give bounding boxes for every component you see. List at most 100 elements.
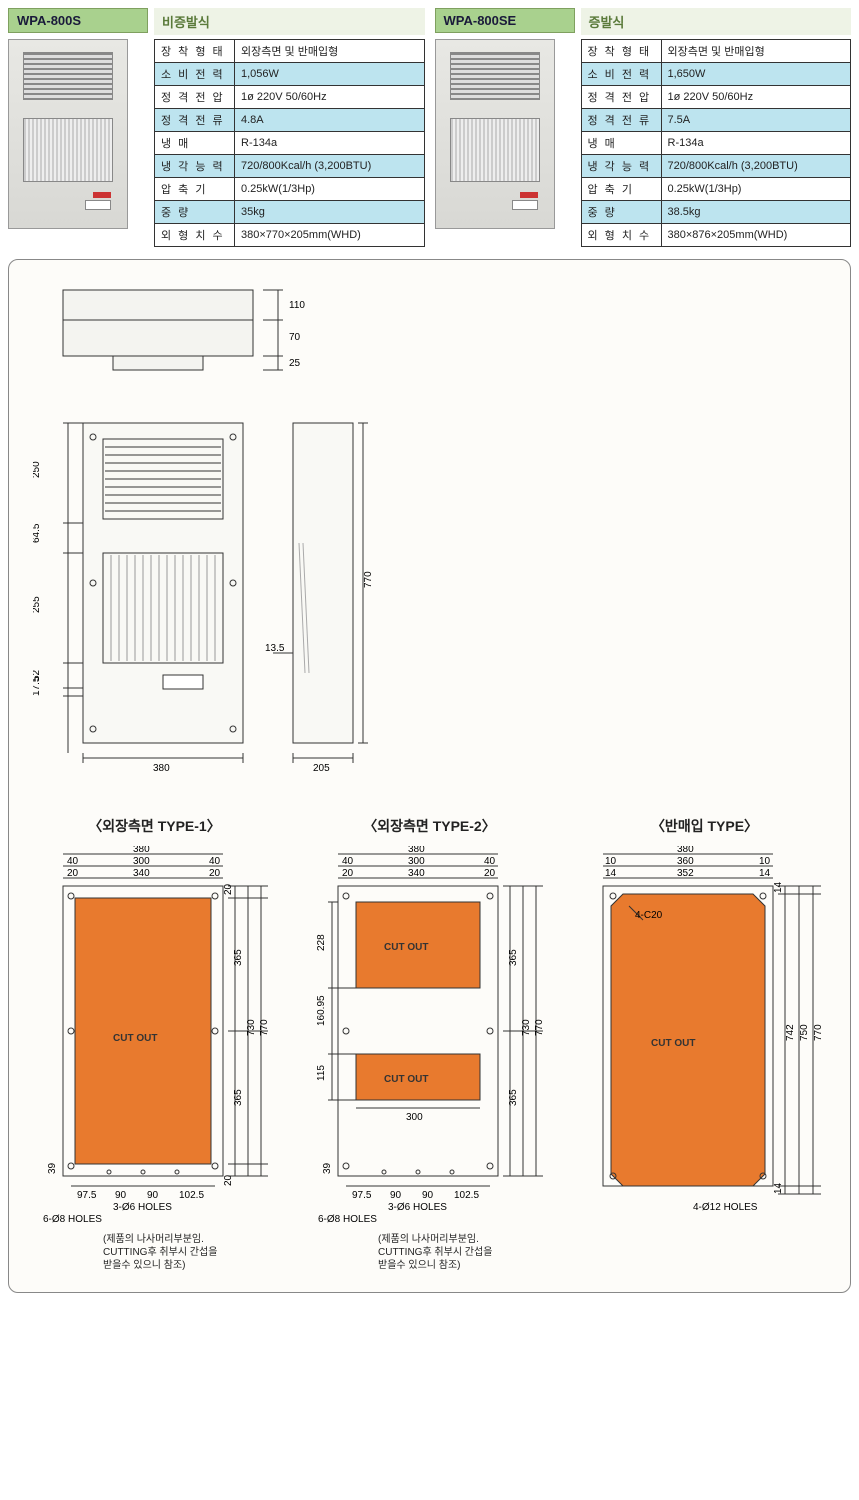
spec-value: 외장측면 및 반매입형 (235, 40, 425, 63)
svg-text:365: 365 (508, 949, 519, 966)
svg-text:365: 365 (233, 1089, 244, 1106)
svg-text:300: 300 (133, 856, 150, 867)
svg-text:90: 90 (422, 1190, 434, 1201)
spec-label: 장 착 형 태 (155, 40, 235, 63)
svg-text:4-Ø12 HOLES: 4-Ø12 HOLES (693, 1202, 758, 1213)
spec-block: WPA-800SE증발식장 착 형 태외장측면 및 반매입형소 비 전 력1,6… (435, 8, 852, 247)
spec-block: WPA-800S비증발식장 착 형 태외장측면 및 반매입형소 비 전 력1,0… (8, 8, 425, 247)
svg-text:352: 352 (677, 868, 694, 879)
svg-text:380: 380 (133, 846, 150, 855)
cutout-title: 〈반매입 TYPE〉 (573, 816, 836, 836)
svg-text:20: 20 (342, 868, 354, 879)
dim-25: 25 (289, 358, 301, 369)
svg-text:3-Ø6 HOLES: 3-Ø6 HOLES (388, 1202, 447, 1213)
svg-text:380: 380 (408, 846, 425, 855)
spec-table: 장 착 형 태외장측면 및 반매입형소 비 전 력1,650W정 격 전 압1ø… (581, 39, 852, 247)
svg-text:CUT OUT: CUT OUT (384, 1074, 428, 1085)
svg-text:340: 340 (133, 868, 150, 879)
spec-value: 4.8A (235, 109, 425, 132)
cutouts-row: 〈외장측면 TYPE-1〉 380 40 300 40 20 340 20 CU… (23, 816, 836, 1272)
svg-text:160.95: 160.95 (316, 995, 327, 1026)
top-view-diagram: 110 70 25 (53, 280, 836, 383)
svg-text:CUT OUT: CUT OUT (384, 942, 428, 953)
svg-text:40: 40 (484, 856, 496, 867)
spec-label: 중 량 (155, 201, 235, 224)
spec-label: 외 형 치 수 (155, 224, 235, 247)
svg-text:20: 20 (484, 868, 496, 879)
spec-label: 정 격 전 류 (155, 109, 235, 132)
svg-text:770: 770 (259, 1019, 270, 1036)
table-row: 외 형 치 수380×876×205mm(WHD) (581, 224, 851, 247)
spec-label: 소 비 전 력 (155, 63, 235, 86)
spec-table: 장 착 형 태외장측면 및 반매입형소 비 전 력1,056W정 격 전 압1ø… (154, 39, 425, 247)
cutout-note: (제품의 나사머리부분임. CUTTING후 취부시 간섭을 받을수 있으니 참… (378, 1233, 561, 1272)
svg-text:90: 90 (390, 1190, 402, 1201)
spec-label: 정 격 전 압 (155, 86, 235, 109)
table-row: 중 량35kg (155, 201, 425, 224)
spec-value: R-134a (661, 132, 851, 155)
svg-text:CUT OUT: CUT OUT (651, 1038, 695, 1049)
svg-text:13.5: 13.5 (265, 643, 285, 654)
table-row: 소 비 전 력1,056W (155, 63, 425, 86)
svg-text:14: 14 (605, 868, 617, 879)
svg-text:64.5: 64.5 (33, 523, 42, 543)
svg-text:365: 365 (508, 1089, 519, 1106)
spec-value: 1,056W (235, 63, 425, 86)
spec-label: 냉 매 (581, 132, 661, 155)
svg-text:380: 380 (153, 763, 170, 773)
svg-text:730: 730 (521, 1019, 532, 1036)
svg-text:20: 20 (67, 868, 79, 879)
svg-text:97.5: 97.5 (77, 1190, 97, 1201)
svg-text:40: 40 (209, 856, 221, 867)
table-row: 압 축 기0.25kW(1/3Hp) (581, 178, 851, 201)
table-row: 장 착 형 태외장측면 및 반매입형 (581, 40, 851, 63)
spec-value: 외장측면 및 반매입형 (661, 40, 851, 63)
table-row: 외 형 치 수380×770×205mm(WHD) (155, 224, 425, 247)
spec-label: 냉 각 능 력 (155, 155, 235, 178)
svg-text:40: 40 (67, 856, 79, 867)
spec-value: R-134a (235, 132, 425, 155)
svg-text:102.5: 102.5 (179, 1190, 204, 1201)
svg-text:228: 228 (316, 934, 327, 951)
svg-text:770: 770 (363, 571, 374, 588)
svg-text:CUT OUT: CUT OUT (113, 1033, 157, 1044)
table-row: 냉 매R-134a (155, 132, 425, 155)
spec-label: 정 격 전 류 (581, 109, 661, 132)
svg-text:750: 750 (799, 1024, 810, 1041)
svg-text:14: 14 (773, 881, 784, 893)
table-row: 정 격 전 압1ø 220V 50/60Hz (155, 86, 425, 109)
table-row: 냉 각 능 력720/800Kcal/h (3,200BTU) (155, 155, 425, 178)
spec-value: 35kg (235, 201, 425, 224)
svg-text:39: 39 (47, 1162, 58, 1174)
model-badge: WPA-800SE (435, 8, 575, 33)
svg-text:255: 255 (33, 596, 42, 613)
unit-photo (8, 39, 128, 229)
svg-text:770: 770 (534, 1019, 545, 1036)
svg-text:14: 14 (773, 1182, 784, 1194)
spec-value: 7.5A (661, 109, 851, 132)
svg-text:4-C20: 4-C20 (635, 910, 663, 921)
table-row: 정 격 전 압1ø 220V 50/60Hz (581, 86, 851, 109)
spec-value: 720/800Kcal/h (3,200BTU) (235, 155, 425, 178)
svg-text:742: 742 (785, 1024, 796, 1041)
spec-value: 38.5kg (661, 201, 851, 224)
table-row: 중 량38.5kg (581, 201, 851, 224)
svg-text:90: 90 (147, 1190, 159, 1201)
svg-text:770: 770 (813, 1024, 824, 1041)
svg-text:20: 20 (223, 883, 234, 895)
spec-value: 0.25kW(1/3Hp) (661, 178, 851, 201)
svg-text:6-Ø8 HOLES: 6-Ø8 HOLES (43, 1214, 102, 1225)
dim-70: 70 (289, 332, 301, 343)
svg-text:250: 250 (33, 461, 42, 478)
table-row: 냉 매R-134a (581, 132, 851, 155)
cutout-type-3: 〈반매입 TYPE〉 380 10 360 10 14 352 14 CUT O… (573, 816, 836, 1272)
svg-text:90: 90 (115, 1190, 127, 1201)
table-row: 소 비 전 력1,650W (581, 63, 851, 86)
table-row: 압 축 기0.25kW(1/3Hp) (155, 178, 425, 201)
diagram-card: 110 70 25 250 64.5 255 (8, 259, 851, 1293)
spec-label: 소 비 전 력 (581, 63, 661, 86)
spec-value: 1ø 220V 50/60Hz (235, 86, 425, 109)
svg-text:3-Ø6 HOLES: 3-Ø6 HOLES (113, 1202, 172, 1213)
cutout-title: 〈외장측면 TYPE-1〉 (23, 816, 286, 836)
svg-text:10: 10 (605, 856, 617, 867)
